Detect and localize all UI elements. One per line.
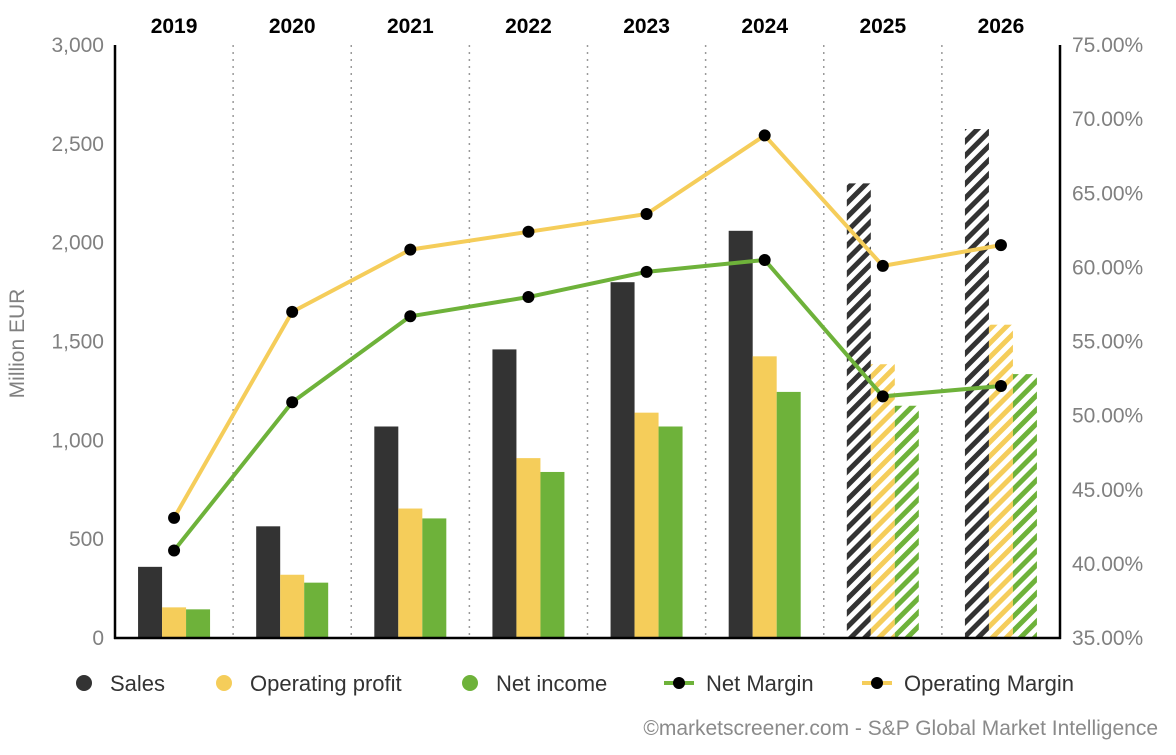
point-operating-margin-2023 xyxy=(640,208,653,221)
y2-tick-label: 75.00% xyxy=(1072,34,1143,57)
bar-operating-profit-2022 xyxy=(516,458,541,638)
point-net-margin-2025 xyxy=(876,390,889,403)
point-operating-margin-2021 xyxy=(404,243,417,256)
axes-layer xyxy=(113,45,1062,640)
bar-sales-2019 xyxy=(138,566,163,638)
bar-operating-profit-2020 xyxy=(280,574,305,638)
legend-label-net-income: Net income xyxy=(496,671,607,696)
point-net-margin-2026 xyxy=(994,379,1007,392)
bar-operating-profit-2025 xyxy=(870,364,895,638)
y2-tick-label: 40.00% xyxy=(1072,553,1143,576)
line-net-margin xyxy=(172,257,1002,552)
bars-layer xyxy=(138,129,1037,638)
y2-tick-label: 70.00% xyxy=(1072,108,1143,131)
legend-marker-sales xyxy=(76,675,92,691)
y-tick-label: 500 xyxy=(69,528,104,551)
labels-layer: 0 500 1,000 1,500 2,000 2,500 3,000 35.00% 40.00… xyxy=(6,15,1143,650)
y-tick-label: 0 xyxy=(92,627,104,650)
x-tick-label-2026: 2026 xyxy=(978,15,1025,38)
y2-tick-label: 45.00% xyxy=(1072,479,1143,502)
x-tick-label-2023: 2023 xyxy=(623,15,670,38)
legend-marker-operating-profit xyxy=(216,675,232,691)
y-axis-title: Million EUR xyxy=(6,289,29,399)
y-tick-label: 2,500 xyxy=(51,133,104,156)
bar-sales-2025 xyxy=(846,183,871,638)
bar-operating-profit-2024 xyxy=(752,356,777,638)
point-net-margin-2023 xyxy=(640,265,653,278)
y2-tick-label: 65.00% xyxy=(1072,182,1143,205)
y-tick-label: 2,000 xyxy=(51,232,104,255)
legend-label-net-margin: Net Margin xyxy=(706,671,814,696)
legend-marker-net-margin xyxy=(673,677,685,689)
point-net-margin-2020 xyxy=(286,396,299,409)
y-tick-label: 1,000 xyxy=(51,429,104,452)
point-net-margin-2019 xyxy=(168,544,181,557)
legend: Sales Operating profit Net income Net Margi… xyxy=(76,671,1074,696)
bar-net-income-2023 xyxy=(658,426,683,638)
bar-net-income-2026 xyxy=(1012,374,1037,638)
legend-label-sales: Sales xyxy=(110,671,165,696)
bar-sales-2022 xyxy=(492,349,517,638)
bar-operating-profit-2021 xyxy=(398,508,423,638)
y-tick-label: 1,500 xyxy=(51,331,104,354)
x-tick-label-2019: 2019 xyxy=(151,15,198,38)
legend-marker-operating-margin xyxy=(871,677,883,689)
y-tick-label: 3,000 xyxy=(51,34,104,57)
grid-layer xyxy=(232,45,943,638)
credit-text: ©marketscreener.com - S&P Global Market … xyxy=(643,717,1158,740)
legend-label-operating-margin: Operating Margin xyxy=(904,671,1074,696)
point-operating-margin-2025 xyxy=(876,259,889,272)
point-operating-margin-2019 xyxy=(168,511,181,524)
bar-net-income-2021 xyxy=(422,518,447,638)
x-tick-label-2025: 2025 xyxy=(859,15,906,38)
legend-marker-net-income xyxy=(462,675,478,691)
bar-operating-profit-2023 xyxy=(634,412,659,638)
point-operating-margin-2026 xyxy=(994,239,1007,252)
line-operating-margin xyxy=(172,133,1002,519)
x-tick-label-2021: 2021 xyxy=(387,15,434,38)
bar-sales-2020 xyxy=(256,526,281,638)
point-net-margin-2022 xyxy=(522,291,535,304)
bar-sales-2026 xyxy=(964,129,989,638)
lines-layer xyxy=(168,129,1007,557)
bar-operating-profit-2019 xyxy=(162,607,187,638)
x-tick-label-2020: 2020 xyxy=(269,15,316,38)
y2-tick-label: 35.00% xyxy=(1072,627,1143,650)
bar-sales-2023 xyxy=(610,282,635,638)
bar-net-income-2019 xyxy=(186,609,211,638)
point-operating-margin-2022 xyxy=(522,225,535,238)
point-operating-margin-2020 xyxy=(286,305,299,318)
bar-net-income-2022 xyxy=(540,471,565,638)
bar-operating-profit-2026 xyxy=(988,324,1013,638)
legend-label-operating-profit: Operating profit xyxy=(250,671,402,696)
bar-net-income-2020 xyxy=(304,582,329,638)
y2-tick-label: 50.00% xyxy=(1072,405,1143,428)
y2-tick-label: 60.00% xyxy=(1072,256,1143,279)
bar-net-income-2024 xyxy=(776,391,801,638)
y2-tick-label: 55.00% xyxy=(1072,331,1143,354)
bar-net-income-2025 xyxy=(894,405,919,638)
point-operating-margin-2024 xyxy=(758,129,771,142)
bar-sales-2021 xyxy=(374,426,399,638)
point-net-margin-2024 xyxy=(758,253,771,266)
x-tick-label-2022: 2022 xyxy=(505,15,552,38)
point-net-margin-2021 xyxy=(404,310,417,323)
x-tick-label-2024: 2024 xyxy=(741,15,788,38)
bar-sales-2024 xyxy=(728,230,753,638)
